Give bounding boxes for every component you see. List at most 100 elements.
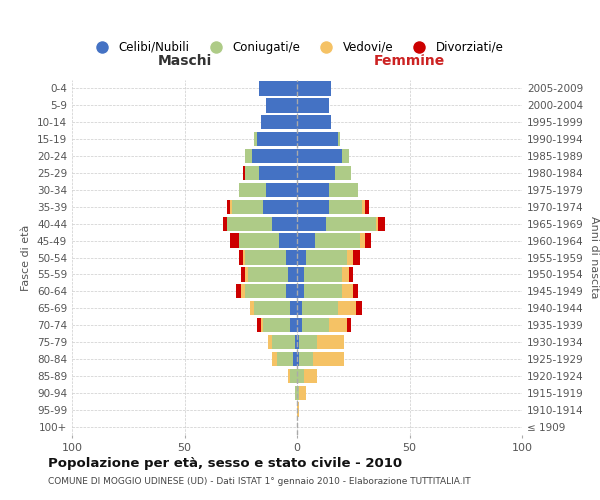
Text: COMUNE DI MOGGIO UDINESE (UD) - Dati ISTAT 1° gennaio 2010 - Elaborazione TUTTIT: COMUNE DI MOGGIO UDINESE (UD) - Dati IST… bbox=[48, 478, 470, 486]
Bar bbox=[293, 352, 297, 366]
Bar bbox=[335, 166, 351, 180]
Bar bbox=[229, 234, 239, 248]
Bar bbox=[349, 267, 353, 281]
Bar bbox=[229, 200, 232, 214]
Bar bbox=[362, 200, 365, 214]
Bar bbox=[286, 250, 297, 264]
Bar bbox=[286, 284, 297, 298]
Text: Maschi: Maschi bbox=[157, 54, 212, 68]
Text: Femmine: Femmine bbox=[374, 54, 445, 68]
Bar bbox=[376, 216, 378, 231]
Bar bbox=[329, 182, 358, 197]
Bar bbox=[304, 267, 342, 281]
Bar bbox=[297, 267, 304, 281]
Bar bbox=[241, 284, 245, 298]
Bar bbox=[297, 234, 315, 248]
Bar bbox=[268, 335, 272, 349]
Bar bbox=[248, 267, 288, 281]
Legend: Celibi/Nubili, Coniugati/e, Vedovi/e, Divorziati/e: Celibi/Nubili, Coniugati/e, Vedovi/e, Di… bbox=[86, 36, 508, 59]
Bar bbox=[297, 115, 331, 130]
Bar bbox=[243, 250, 245, 264]
Bar bbox=[297, 284, 304, 298]
Bar bbox=[342, 267, 349, 281]
Bar bbox=[236, 284, 241, 298]
Bar bbox=[245, 267, 248, 281]
Bar bbox=[302, 318, 329, 332]
Y-axis label: Anni di nascita: Anni di nascita bbox=[589, 216, 599, 298]
Bar bbox=[290, 368, 297, 383]
Bar bbox=[297, 402, 299, 417]
Bar bbox=[313, 352, 344, 366]
Bar bbox=[297, 386, 299, 400]
Bar bbox=[304, 368, 317, 383]
Bar bbox=[259, 166, 297, 180]
Bar bbox=[329, 318, 347, 332]
Bar bbox=[245, 149, 252, 164]
Bar bbox=[299, 386, 306, 400]
Bar bbox=[261, 318, 263, 332]
Bar bbox=[337, 132, 340, 146]
Bar bbox=[297, 200, 329, 214]
Bar bbox=[297, 352, 299, 366]
Bar bbox=[297, 149, 342, 164]
Bar bbox=[241, 267, 245, 281]
Bar bbox=[259, 82, 297, 96]
Bar bbox=[365, 234, 371, 248]
Bar bbox=[290, 301, 297, 316]
Text: Popolazione per età, sesso e stato civile - 2010: Popolazione per età, sesso e stato civil… bbox=[48, 458, 402, 470]
Bar bbox=[297, 301, 302, 316]
Bar bbox=[297, 368, 304, 383]
Bar bbox=[243, 166, 245, 180]
Bar bbox=[299, 335, 317, 349]
Bar bbox=[342, 284, 353, 298]
Bar bbox=[347, 250, 353, 264]
Bar bbox=[347, 318, 351, 332]
Bar bbox=[239, 182, 265, 197]
Bar bbox=[232, 200, 263, 214]
Bar bbox=[297, 82, 331, 96]
Bar bbox=[245, 284, 286, 298]
Bar bbox=[252, 149, 297, 164]
Bar bbox=[304, 284, 342, 298]
Bar bbox=[277, 352, 293, 366]
Bar bbox=[272, 216, 297, 231]
Bar bbox=[265, 98, 297, 112]
Bar bbox=[254, 301, 290, 316]
Bar bbox=[297, 216, 326, 231]
Bar bbox=[245, 250, 286, 264]
Bar bbox=[353, 284, 358, 298]
Bar bbox=[337, 301, 355, 316]
Bar bbox=[295, 335, 297, 349]
Bar bbox=[306, 250, 347, 264]
Bar bbox=[223, 216, 227, 231]
Bar bbox=[265, 182, 297, 197]
Bar bbox=[227, 216, 272, 231]
Bar bbox=[326, 216, 376, 231]
Bar bbox=[288, 368, 290, 383]
Bar bbox=[355, 301, 362, 316]
Bar bbox=[254, 132, 257, 146]
Bar bbox=[353, 250, 360, 264]
Bar bbox=[299, 352, 313, 366]
Bar bbox=[239, 250, 243, 264]
Bar bbox=[297, 132, 337, 146]
Bar bbox=[360, 234, 365, 248]
Bar bbox=[317, 335, 344, 349]
Bar bbox=[279, 234, 297, 248]
Bar bbox=[239, 234, 279, 248]
Bar bbox=[295, 386, 297, 400]
Bar bbox=[227, 200, 229, 214]
Bar bbox=[297, 318, 302, 332]
Bar bbox=[297, 335, 299, 349]
Bar bbox=[329, 200, 362, 214]
Bar bbox=[297, 182, 329, 197]
Bar bbox=[288, 267, 297, 281]
Y-axis label: Fasce di età: Fasce di età bbox=[22, 224, 31, 290]
Bar bbox=[342, 149, 349, 164]
Bar bbox=[365, 200, 369, 214]
Bar bbox=[272, 335, 295, 349]
Bar bbox=[257, 132, 297, 146]
Bar bbox=[250, 301, 254, 316]
Bar bbox=[245, 166, 259, 180]
Bar bbox=[263, 318, 290, 332]
